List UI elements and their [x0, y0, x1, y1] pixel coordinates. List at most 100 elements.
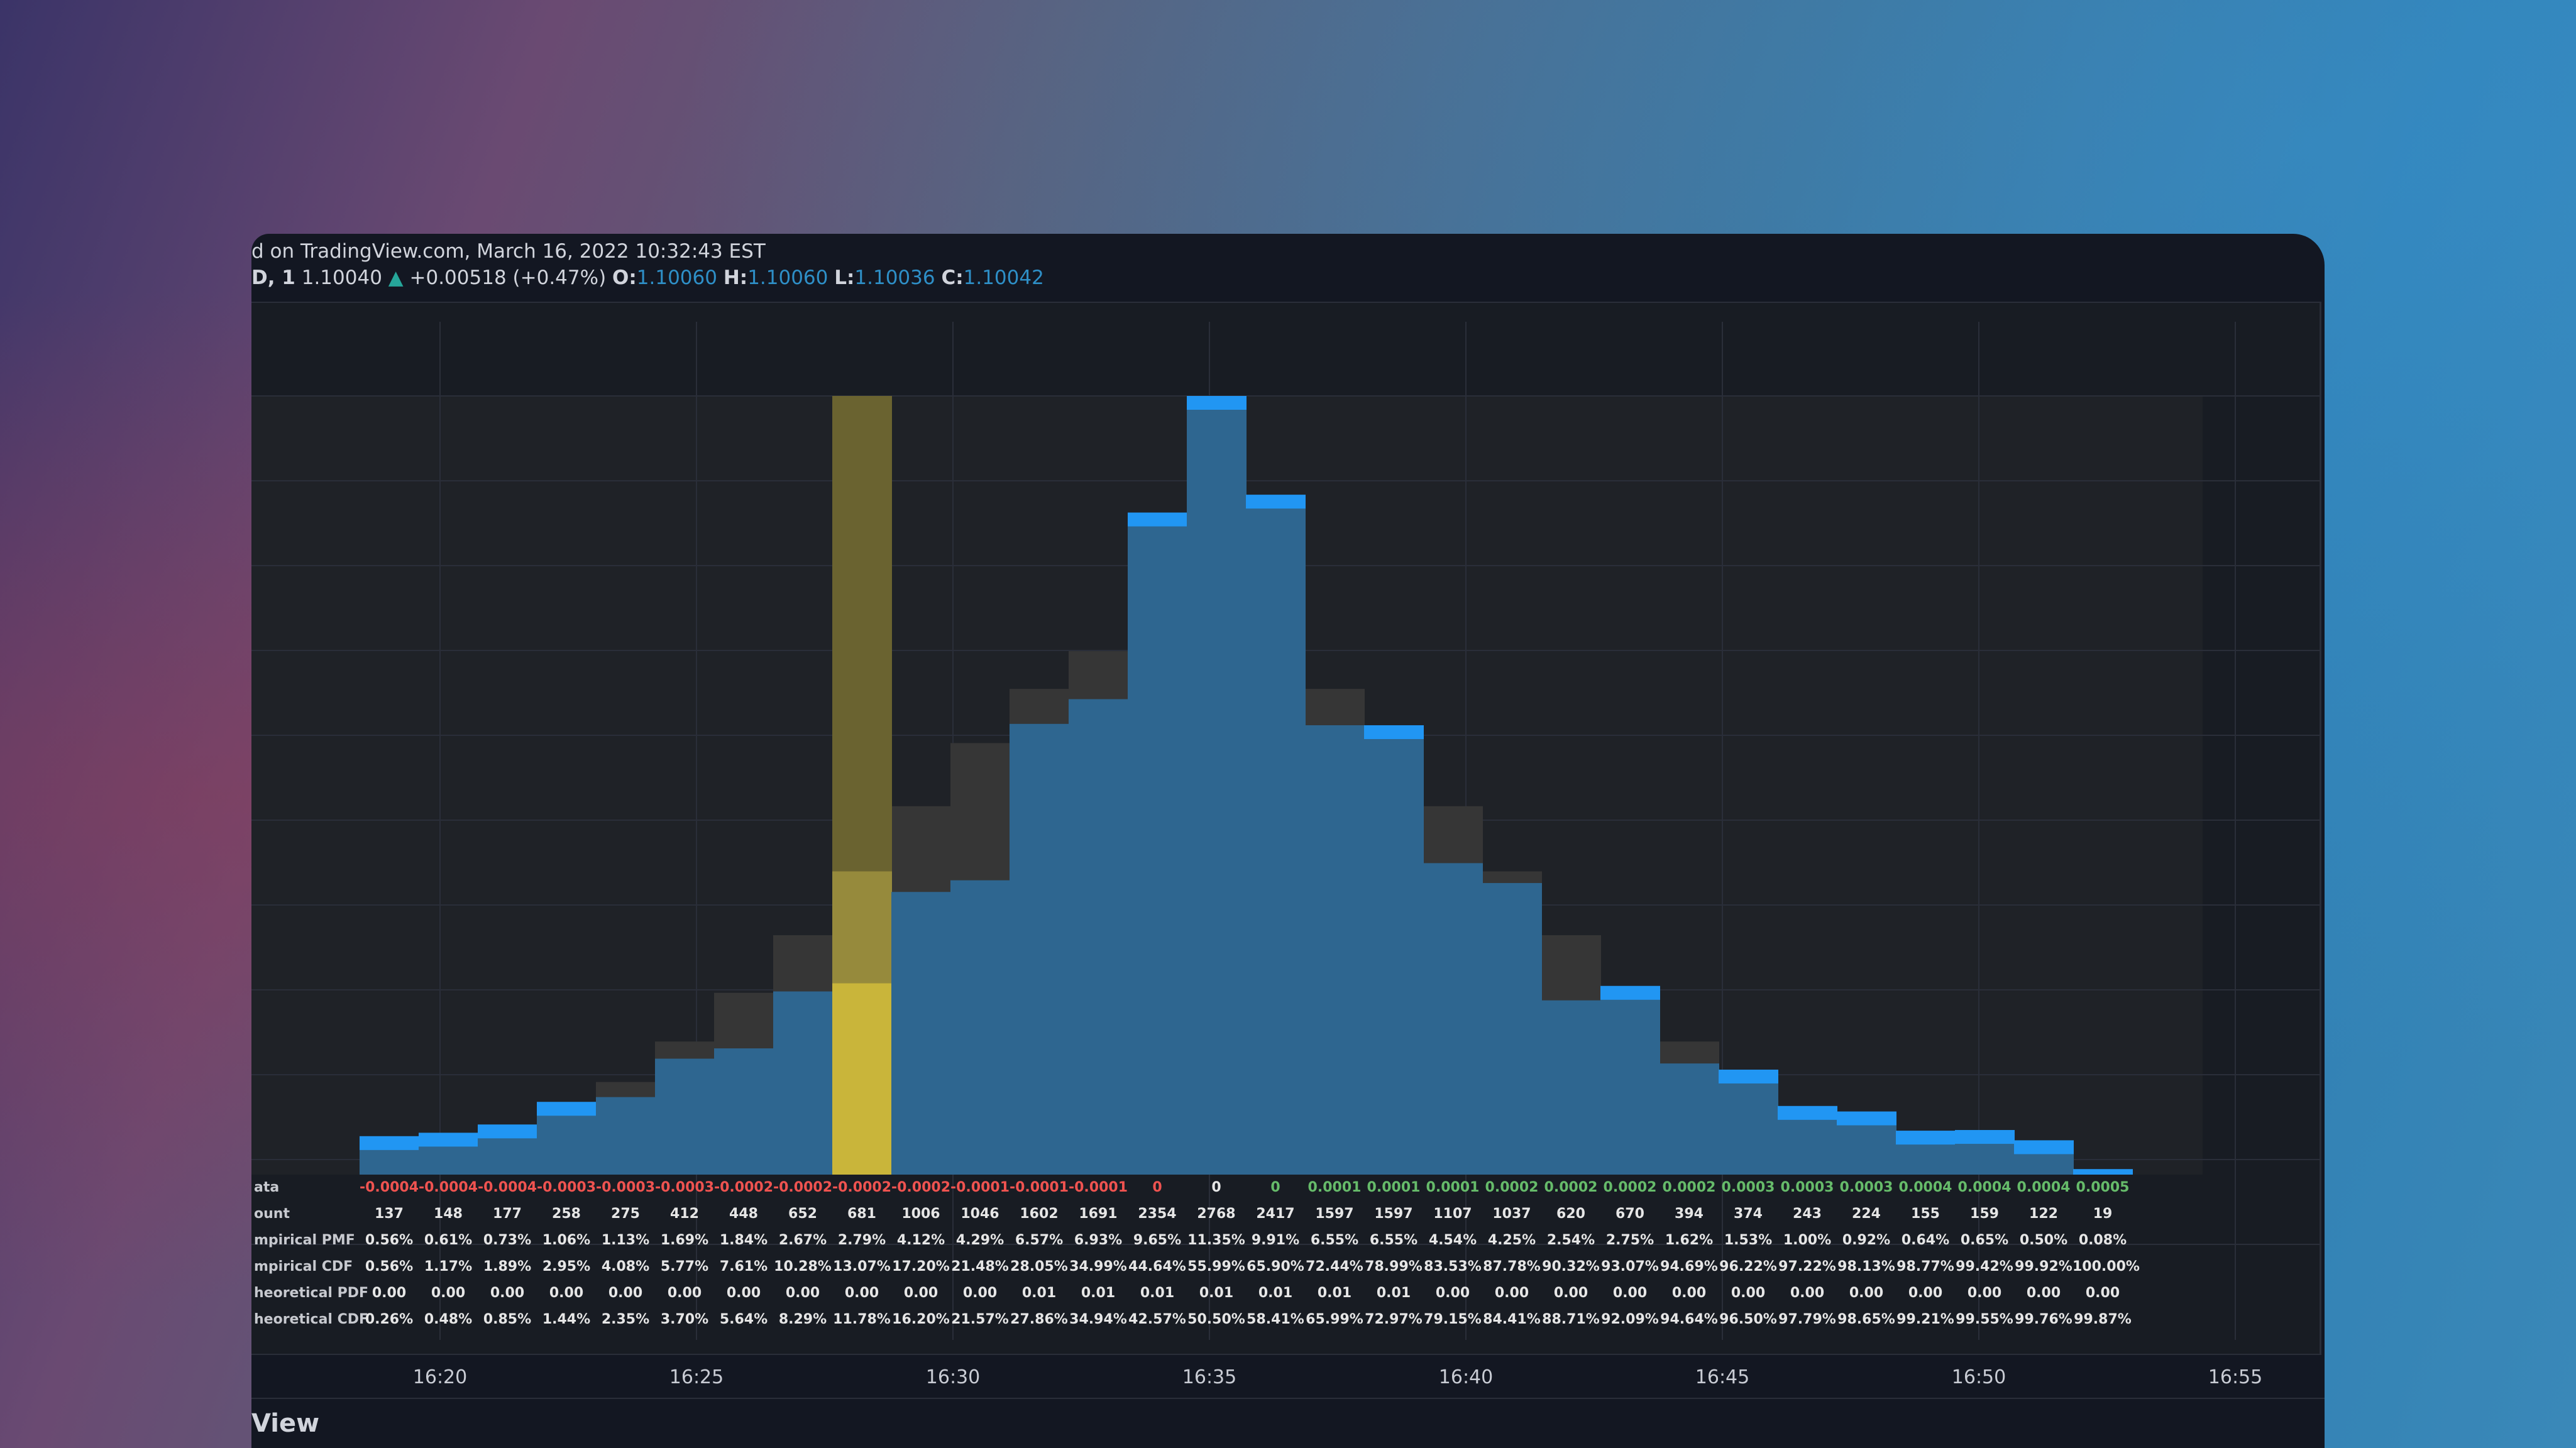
table-cell: 0.00 [726, 1285, 761, 1301]
table-cell: 4.54% [1428, 1232, 1477, 1248]
table-cell: 5.77% [660, 1259, 709, 1275]
table-cell: 0.56% [365, 1232, 414, 1248]
table-row-label: ount [254, 1206, 290, 1222]
table-cell: 13.07% [833, 1259, 891, 1275]
table-cell: 258 [552, 1206, 581, 1222]
table-cell: 652 [788, 1206, 817, 1222]
table-cell: -0.0002 [832, 1180, 892, 1195]
table-cell: 0.00 [844, 1285, 879, 1301]
table-cell: 87.78% [1483, 1259, 1541, 1275]
table-cell: 97.22% [1778, 1259, 1836, 1275]
table-cell: 1006 [901, 1206, 940, 1222]
open-label: O: [612, 266, 637, 289]
table-cell: 1.44% [542, 1312, 591, 1327]
table-cell: 88.71% [1542, 1312, 1600, 1327]
table-cell: 0.00 [962, 1285, 998, 1301]
table-cell: 137 [375, 1206, 404, 1222]
empirical-bar [1423, 863, 1483, 1175]
table-cell: 0.0001 [1426, 1180, 1480, 1195]
empirical-bar [1246, 495, 1306, 1175]
table-cell: 0.0001 [1307, 1180, 1362, 1195]
table-cell: 0.00 [549, 1285, 584, 1301]
table-cell: 58.41% [1247, 1312, 1304, 1327]
table-cell: 412 [670, 1206, 699, 1222]
empirical-bar [773, 991, 833, 1175]
table-cell: 0.00 [431, 1285, 466, 1301]
chart-window: d on TradingView.com, March 16, 2022 10:… [251, 234, 2325, 1448]
table-cell: 83.53% [1424, 1259, 1482, 1275]
table-cell: 159 [1970, 1206, 1999, 1222]
table-cell: 1.53% [1724, 1232, 1773, 1248]
last-price: 1.10040 [301, 266, 382, 289]
table-row: heoretical CDF 0.26% 0.48% 0.85% 1.44% 2.35% 3… [251, 1308, 2200, 1332]
view-label[interactable]: View [251, 1409, 320, 1438]
table-cell: 0.01 [1317, 1285, 1352, 1301]
open-value: 1.10060 [636, 266, 717, 289]
table-cell: 27.86% [1010, 1312, 1068, 1327]
table-cell: 0.0004 [1898, 1180, 1952, 1195]
table-cell: 1.06% [542, 1232, 591, 1248]
up-arrow-icon: ▲ [388, 266, 404, 289]
table-cell: -0.0004 [477, 1180, 537, 1195]
table-cell: 1.84% [719, 1232, 768, 1248]
table-cell: 0.00 [1494, 1285, 1529, 1301]
empirical-bar [714, 1048, 774, 1175]
table-cell: 0.00 [1435, 1285, 1470, 1301]
empirical-bar-cap [360, 1136, 419, 1150]
table-cell: 11.35% [1187, 1232, 1245, 1248]
table-cell: 0.50% [2019, 1232, 2068, 1248]
table-cell: 1602 [1020, 1206, 1059, 1222]
table-cell: 224 [1852, 1206, 1881, 1222]
table-cell: 4.29% [955, 1232, 1005, 1248]
empirical-bar [1010, 723, 1069, 1175]
table-cell: 0.56% [365, 1259, 414, 1275]
table-cell: 0.92% [1842, 1232, 1891, 1248]
table-cell: 34.94% [1069, 1312, 1127, 1327]
table-cell: 0.00 [667, 1285, 702, 1301]
empirical-bar-cap [1719, 1069, 1778, 1083]
bottom-toolbar: View [251, 1398, 2325, 1448]
table-cell: 6.55% [1310, 1232, 1359, 1248]
table-cell: 620 [1556, 1206, 1585, 1222]
table-cell: 0.0002 [1485, 1180, 1539, 1195]
table-cell: 55.99% [1187, 1259, 1245, 1275]
table-cell: -0.0001 [950, 1180, 1010, 1195]
table-row-label: heoretical CDF [254, 1312, 369, 1327]
table-cell: 0.01 [1258, 1285, 1293, 1301]
ohlc-legend: D, 1 1.10040 ▲ +0.00518 (+0.47%) O:1.100… [251, 266, 1044, 289]
table-cell: 0.00 [2026, 1285, 2061, 1301]
table-cell: 2.35% [601, 1312, 650, 1327]
table-cell: 0.00 [785, 1285, 820, 1301]
table-cell: 1.17% [424, 1259, 473, 1275]
table-cell: 0.00 [490, 1285, 525, 1301]
table-cell: 99.21% [1896, 1312, 1954, 1327]
table-cell: 6.55% [1369, 1232, 1418, 1248]
table-cell: 90.32% [1542, 1259, 1600, 1275]
table-cell: -0.0001 [1068, 1180, 1128, 1195]
highlight-column [832, 396, 892, 872]
table-cell: 1037 [1492, 1206, 1531, 1222]
table-cell: 44.64% [1128, 1259, 1186, 1275]
table-cell: -0.0001 [1009, 1180, 1069, 1195]
table-cell: 78.99% [1365, 1259, 1423, 1275]
table-cell: 0.00 [372, 1285, 407, 1301]
table-cell: 0.08% [2078, 1232, 2127, 1248]
table-row: mpirical CDF 0.56% 1.17% 1.89% 2.95% 4.08% 5.7… [251, 1255, 2200, 1279]
chart-pane[interactable]: ata -0.0004 -0.0004 -0.0004 -0.0003 -0.0003 -0… [251, 302, 2321, 1355]
table-cell: 275 [611, 1206, 640, 1222]
table-cell: 0.0005 [2076, 1180, 2130, 1195]
table-cell: 19 [2093, 1206, 2113, 1222]
table-cell: 9.91% [1251, 1232, 1300, 1248]
table-cell: -0.0003 [654, 1180, 715, 1195]
table-cell: 2417 [1256, 1206, 1295, 1222]
table-cell: 148 [434, 1206, 463, 1222]
table-cell: 394 [1675, 1206, 1704, 1222]
empirical-bar-cap [1600, 985, 1660, 1000]
table-cell: 1046 [960, 1206, 999, 1222]
table-cell: 0 [1211, 1180, 1221, 1195]
table-cell: 79.15% [1424, 1312, 1482, 1327]
table-cell: 0.26% [365, 1312, 414, 1327]
table-row-label: mpirical PMF [254, 1232, 355, 1248]
empirical-bar-cap [419, 1133, 478, 1147]
time-axis[interactable]: 16:20 16:25 16:30 16:35 16:40 16:45 16:50 16:55 [251, 1354, 2320, 1399]
